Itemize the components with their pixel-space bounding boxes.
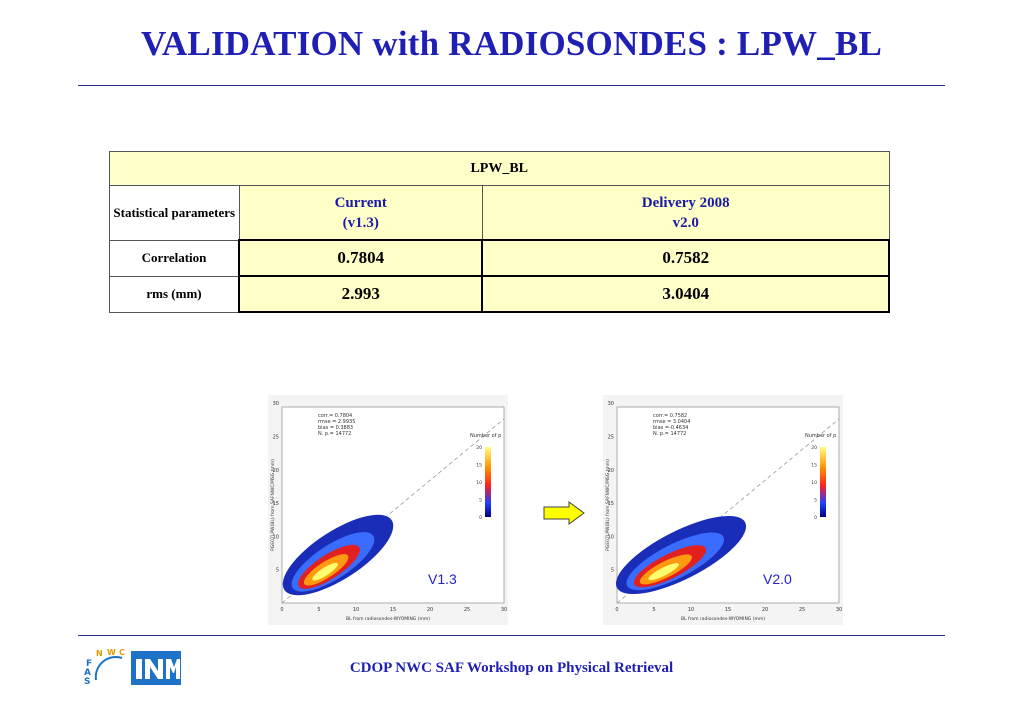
- cell-correlation-delivery: 0.7582: [481, 239, 890, 277]
- plot-stat-line: rmse = 2.9935: [318, 419, 355, 425]
- x-axis-label: BL from radiosondes-WYOMING (mm): [346, 616, 430, 622]
- results-table: LPW_BL Statistical parameters Current (v…: [109, 151, 890, 313]
- cell-correlation-current: 0.7804: [237, 239, 484, 277]
- table-header: LPW_BL: [109, 151, 890, 186]
- y-tick-label: 20: [608, 468, 614, 474]
- x-tick-label: 10: [353, 607, 359, 613]
- svg-text:S: S: [84, 677, 90, 686]
- slide-title: VALIDATION with RADIOSONDES : LPW_BL: [140, 24, 883, 63]
- x-tick-label: 0: [280, 607, 283, 613]
- footer-divider: [78, 635, 945, 636]
- svg-text:W: W: [107, 648, 116, 657]
- y-axis-label: PGE07LPW(BL) from SAFNWC/MSG (mm): [605, 459, 611, 551]
- scatter-plot-v13: corr.= 0.7804 rmse = 2.9935 bias = 0.3883 N…: [268, 395, 508, 625]
- param-label: Statistical parameters: [109, 185, 240, 241]
- plot-version-label: V1.3: [428, 571, 457, 587]
- x-tick-label: 30: [501, 607, 507, 613]
- colorbar-tick-label: 20: [476, 445, 482, 451]
- plot-stat-line: rmse = 3.0404: [653, 419, 690, 425]
- col-delivery-header: Delivery 2008 v2.0: [481, 185, 890, 241]
- x-tick-label: 10: [688, 607, 694, 613]
- plot-stat-line: bias =-0.4634: [653, 425, 688, 431]
- y-axis-label: PGE07LPW(BL) from SAFNWC/MSG (mm): [270, 459, 276, 551]
- colorbar-tick-label: 0: [814, 515, 817, 521]
- x-tick-label: 15: [390, 607, 396, 613]
- y-tick-label: 15: [608, 501, 614, 507]
- y-tick-label: 10: [273, 534, 279, 540]
- x-axis-label: BL from radiosondes-WYOMING (mm): [681, 616, 765, 622]
- svg-text:A: A: [84, 668, 91, 678]
- col-current-line2: (v1.3): [342, 214, 379, 231]
- row-label-rms: rms (mm): [109, 275, 240, 313]
- colorbar-tick-label: 20: [811, 445, 817, 451]
- y-tick-label: 20: [273, 468, 279, 474]
- col-current-header: Current (v1.3): [238, 185, 483, 241]
- svg-text:F: F: [86, 659, 92, 669]
- y-tick-label: 5: [276, 568, 279, 574]
- x-tick-label: 5: [317, 607, 320, 613]
- row-label-correlation: Correlation: [109, 239, 240, 277]
- nwc-saf-logo: S A F N W C: [84, 648, 125, 686]
- col-delivery-line2: v2.0: [672, 214, 699, 231]
- cell-rms-current: 2.993: [237, 275, 484, 313]
- colorbar-tick-label: 15: [811, 463, 817, 469]
- col-delivery-line1: Delivery 2008: [641, 194, 730, 211]
- colorbar-tick-label: 10: [476, 480, 482, 486]
- x-tick-label: 25: [464, 607, 470, 613]
- colorbar-tick-label: 0: [479, 515, 482, 521]
- plot-version-label: V2.0: [763, 571, 792, 587]
- colorbar-title: Number of p: [470, 433, 501, 439]
- plot-stat-line: N. p.= 14772: [318, 431, 351, 437]
- x-tick-label: 15: [725, 607, 731, 613]
- scatter-plot-v20: corr.= 0.7582 rmse = 3.0404 bias =-0.4634 N…: [603, 395, 843, 625]
- y-tick-label: 30: [273, 401, 279, 407]
- plot-stat-line: bias = 0.3883: [318, 425, 353, 431]
- colorbar-title: Number of p: [805, 433, 836, 439]
- footer-text: CDOP NWC SAF Workshop on Physical Retrie…: [349, 660, 674, 676]
- plot-stat-line: N. p.= 14772: [653, 431, 686, 437]
- col-current-line1: Current: [334, 194, 387, 211]
- svg-text:N: N: [96, 649, 103, 658]
- colorbar-tick-label: 5: [814, 498, 817, 504]
- colorbar-tick-label: 10: [811, 480, 817, 486]
- plot-stat-line: corr.= 0.7804: [318, 413, 352, 419]
- y-tick-label: 30: [608, 401, 614, 407]
- colorbar-tick-label: 5: [479, 498, 482, 504]
- x-tick-label: 0: [615, 607, 618, 613]
- x-tick-label: 20: [762, 607, 768, 613]
- svg-text:C: C: [119, 648, 125, 657]
- inm-logo: [131, 651, 181, 685]
- y-tick-label: 15: [273, 501, 279, 507]
- arrow-right-icon: [543, 501, 585, 525]
- x-tick-label: 5: [652, 607, 655, 613]
- y-tick-label: 5: [611, 568, 614, 574]
- y-tick-label: 25: [608, 435, 614, 441]
- x-tick-label: 30: [836, 607, 842, 613]
- y-tick-label: 10: [608, 534, 614, 540]
- plot-stat-line: corr.= 0.7582: [653, 413, 687, 419]
- title-divider: [78, 85, 945, 86]
- x-tick-label: 20: [427, 607, 433, 613]
- cell-rms-delivery: 3.0404: [481, 275, 890, 313]
- y-tick-label: 25: [273, 435, 279, 441]
- x-tick-label: 25: [799, 607, 805, 613]
- colorbar-tick-label: 15: [476, 463, 482, 469]
